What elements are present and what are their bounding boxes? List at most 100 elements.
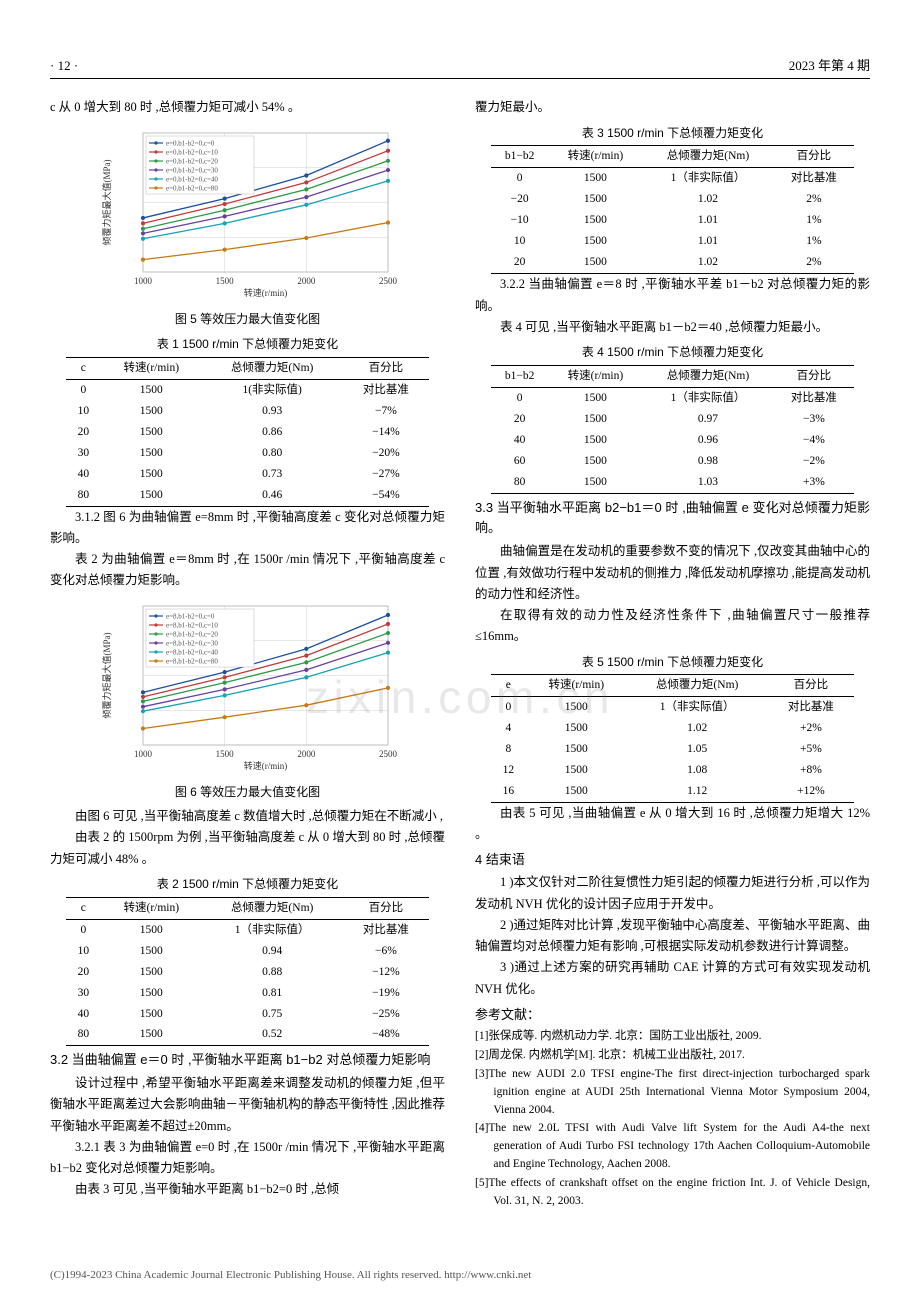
- table1-caption: 表 1 1500 r/min 下总倾覆力矩变化: [50, 335, 445, 355]
- conclusion-3: 3 )通过上述方案的研究再辅助 CAE 计算的方式可有效实现发动机 NVH 优化…: [475, 957, 870, 1000]
- col-header: 百分比: [343, 357, 430, 379]
- table-row: 6015000.98−2%: [491, 451, 854, 472]
- table-row: 1015000.93−7%: [66, 401, 429, 422]
- table-2: c转速(r/min)总倾覆力矩(Nm)百分比015001（非实际值）对比基准10…: [66, 897, 429, 1047]
- reference-item: [1]张保成等. 内燃机动力学. 北京：国防工业出版社, 2009.: [475, 1028, 870, 1046]
- table-row: 1215001.08+8%: [491, 760, 854, 781]
- table-row: 1615001.12+12%: [491, 781, 854, 802]
- fig6-caption: 图 6 等效压力最大值变化图: [50, 783, 445, 803]
- table-row: 815001.05+5%: [491, 739, 854, 760]
- p-312-b: 表 2 为曲轴偏置 e＝8mm 时 ,在 1500r /min 情况下 ,平衡轴…: [50, 549, 445, 592]
- svg-text:e=8,b1-b2=0,c=10: e=8,b1-b2=0,c=10: [166, 621, 218, 629]
- col-header: e: [491, 675, 526, 697]
- table2-caption: 表 2 1500 r/min 下总倾覆力矩变化: [50, 875, 445, 895]
- heading-4: 4 结束语: [475, 850, 870, 871]
- table-row: 3015000.81−19%: [66, 983, 429, 1004]
- table-row: 4015000.96−4%: [491, 430, 854, 451]
- svg-text:倾覆力矩最大值(MPa): 倾覆力矩最大值(MPa): [101, 159, 112, 245]
- svg-text:e=0,b1-b2=0,c=20: e=0,b1-b2=0,c=20: [166, 157, 218, 165]
- heading-3-2: 3.2 当曲轴偏置 e＝0 时 ,平衡轴水平距离 b1−b2 对总倾覆力矩影响: [50, 1050, 445, 1071]
- p-312-a: 3.1.2 图 6 为曲轴偏置 e=8mm 时 ,平衡轴高度差 c 变化对总倾覆…: [50, 507, 445, 550]
- p-33-a: 曲轴偏置是在发动机的重要参数不变的情况下 ,仅改变其曲轴中心的位置 ,有效做功行…: [475, 541, 870, 605]
- table-1: c转速(r/min)总倾覆力矩(Nm)百分比015001(非实际值)对比基准10…: [66, 357, 429, 507]
- svg-text:1000: 1000: [134, 276, 153, 286]
- col-header: 总倾覆力矩(Nm): [202, 897, 343, 919]
- col-header: c: [66, 357, 101, 379]
- svg-text:e=8,b1-b2=0,c=40: e=8,b1-b2=0,c=40: [166, 648, 218, 656]
- svg-text:1500: 1500: [215, 749, 234, 759]
- svg-text:2500: 2500: [379, 749, 398, 759]
- table-row: 015001（非实际值）对比基准: [491, 697, 854, 718]
- col-header: b1−b2: [491, 365, 549, 387]
- table-row: 2015000.97−3%: [491, 409, 854, 430]
- conclusion-1: 1 )本文仅针对二阶往复惯性力矩引起的倾覆力矩进行分析 ,可以作为发动机 NVH…: [475, 872, 870, 915]
- p-33-b: 在取得有效的动力性及经济性条件下 ,曲轴偏置尺寸一般推荐≤16mm。: [475, 605, 870, 648]
- svg-text:转速(r/min): 转速(r/min): [243, 287, 287, 298]
- footer-line: (C)1994-2023 China Academic Journal Elec…: [50, 1266, 531, 1284]
- table-row: 015001(非实际值)对比基准: [66, 379, 429, 400]
- svg-text:e=0,b1-b2=0,c=40: e=0,b1-b2=0,c=40: [166, 175, 218, 183]
- col-header: 转速(r/min): [548, 146, 642, 168]
- table-3: b1−b2转速(r/min)总倾覆力矩(Nm)百分比015001（非实际值）对比…: [491, 145, 854, 274]
- fig5-caption: 图 5 等效压力最大值变化图: [50, 310, 445, 330]
- p-322: 3.2.2 当曲轴偏置 e＝8 时 ,平衡轴水平差 b1－b2 对总倾覆力矩的影…: [475, 274, 870, 317]
- svg-text:e=0,b1-b2=0,c=0: e=0,b1-b2=0,c=0: [166, 139, 215, 147]
- col-header: 转速(r/min): [101, 897, 202, 919]
- lead-line: c 从 0 增大到 80 时 ,总倾覆力矩可减小 54% 。: [50, 97, 445, 118]
- table-row: 8015001.03+3%: [491, 472, 854, 493]
- left-column: c 从 0 增大到 80 时 ,总倾覆力矩可减小 54% 。 1000 1500 2…: [50, 97, 445, 1211]
- table-row: 1015000.94−6%: [66, 941, 429, 962]
- col-header: 转速(r/min): [526, 675, 627, 697]
- svg-text:e=8,b1-b2=0,c=20: e=8,b1-b2=0,c=20: [166, 630, 218, 638]
- svg-text:e=8,b1-b2=0,c=80: e=8,b1-b2=0,c=80: [166, 657, 218, 665]
- svg-text:e=0,b1-b2=0,c=30: e=0,b1-b2=0,c=30: [166, 166, 218, 174]
- figure-6: 1000150020002500倾覆力矩最大值(MPa)转速(r/min)e=8…: [50, 598, 445, 780]
- table-4: b1−b2转速(r/min)总倾覆力矩(Nm)百分比015001（非实际值）对比…: [491, 365, 854, 494]
- col-header: 百分比: [343, 897, 430, 919]
- table-row: 4015000.75−25%: [66, 1004, 429, 1025]
- svg-text:2000: 2000: [297, 276, 316, 286]
- reference-item: [3]The new AUDI 2.0 TFSI engine-The firs…: [475, 1066, 870, 1119]
- table-row: 3015000.80−20%: [66, 443, 429, 464]
- table-5: e转速(r/min)总倾覆力矩(Nm)百分比015001（非实际值）对比基准41…: [491, 674, 854, 803]
- references-heading: 参考文献：: [475, 1004, 870, 1025]
- p-321: 3.2.1 表 3 为曲轴偏置 e=0 时 ,在 1500r /min 情况下 …: [50, 1137, 445, 1180]
- page-header: · 12 · 2023 年第 4 期: [50, 55, 870, 79]
- table-row: 2015001.022%: [491, 252, 854, 273]
- table-row: 015001（非实际值）对比基准: [491, 168, 854, 189]
- reference-item: [4]The new 2.0L TFSI with Audi Valve lif…: [475, 1120, 870, 1173]
- table4-caption: 表 4 1500 r/min 下总倾覆力矩变化: [475, 343, 870, 363]
- svg-text:e=8,b1-b2=0,c=30: e=8,b1-b2=0,c=30: [166, 639, 218, 647]
- svg-text:倾覆力矩最大值(MPa): 倾覆力矩最大值(MPa): [101, 632, 112, 718]
- svg-text:1000: 1000: [134, 749, 153, 759]
- fig6-chart: 1000150020002500倾覆力矩最大值(MPa)转速(r/min)e=8…: [98, 598, 398, 773]
- table-row: 4015000.73−27%: [66, 464, 429, 485]
- table3-caption: 表 3 1500 r/min 下总倾覆力矩变化: [475, 124, 870, 144]
- table-row: 1015001.011%: [491, 231, 854, 252]
- p-cont: 覆力矩最小。: [475, 97, 870, 118]
- col-header: 百分比: [768, 675, 855, 697]
- svg-text:1500: 1500: [215, 276, 234, 286]
- table5-caption: 表 5 1500 r/min 下总倾覆力矩变化: [475, 653, 870, 673]
- table-row: 2015000.86−14%: [66, 422, 429, 443]
- col-header: 转速(r/min): [548, 365, 642, 387]
- table-row: 8015000.52−48%: [66, 1024, 429, 1045]
- svg-text:e=0,b1-b2=0,c=80: e=0,b1-b2=0,c=80: [166, 184, 218, 192]
- heading-3-3: 3.3 当平衡轴水平距离 b2−b1＝0 时 ,曲轴偏置 e 变化对总倾覆力矩影…: [475, 498, 870, 540]
- table-row: 8015000.46−54%: [66, 485, 429, 506]
- col-header: 转速(r/min): [101, 357, 202, 379]
- svg-text:2500: 2500: [379, 276, 398, 286]
- table-row: −2015001.022%: [491, 189, 854, 210]
- figure-5: 1000 1500 2000 2500 倾覆力矩最大值(MPa) 转速(r/min) e=0…: [50, 125, 445, 307]
- references-list: [1]张保成等. 内燃机动力学. 北京：国防工业出版社, 2009.[2]周龙保…: [475, 1028, 870, 1210]
- svg-text:e=8,b1-b2=0,c=0: e=8,b1-b2=0,c=0: [166, 612, 215, 620]
- svg-text:e=0,b1-b2=0,c=10: e=0,b1-b2=0,c=10: [166, 148, 218, 156]
- table-row: 015001（非实际值）对比基准: [66, 919, 429, 940]
- col-header: 百分比: [774, 146, 855, 168]
- p-t5: 由表 5 可见 ,当曲轴偏置 e 从 0 增大到 16 时 ,总倾覆力矩增大 1…: [475, 803, 870, 846]
- col-header: b1−b2: [491, 146, 549, 168]
- col-header: c: [66, 897, 101, 919]
- fig5-chart: 1000 1500 2000 2500 倾覆力矩最大值(MPa) 转速(r/min) e=0…: [98, 125, 398, 300]
- svg-text:2000: 2000: [297, 749, 316, 759]
- p-322-b: 表 4 可见 ,当平衡轴水平距离 b1－b2＝40 ,总倾覆力矩最小。: [475, 317, 870, 338]
